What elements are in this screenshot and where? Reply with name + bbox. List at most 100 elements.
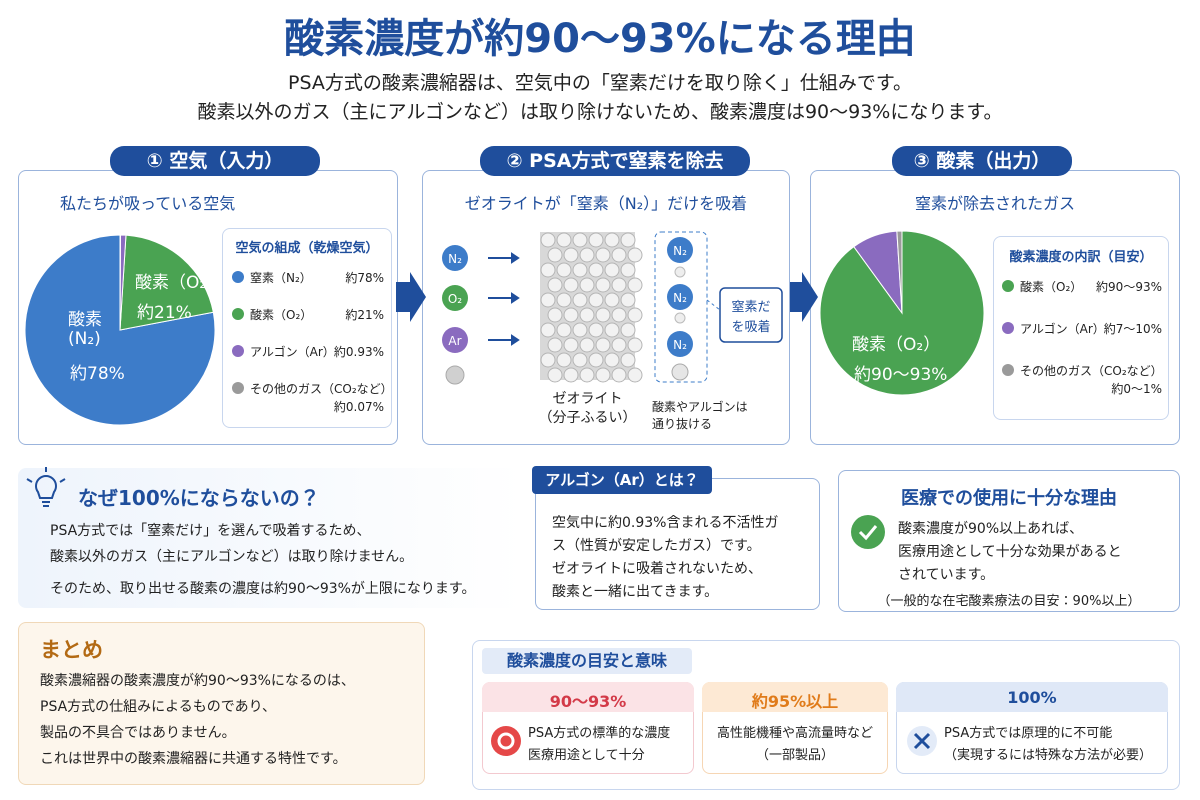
zeolite-bead xyxy=(611,367,627,383)
zeolite-bead xyxy=(588,232,604,248)
zeolite-bead xyxy=(556,232,572,248)
why-line: 酸素以外のガス（主にアルゴンなど）は取り除けません。 xyxy=(50,549,414,565)
guide-line: （一部製品） xyxy=(755,748,834,763)
slice-value: 約90〜93% xyxy=(854,365,948,385)
legend-label: 酸素（O₂） xyxy=(250,308,313,322)
molecule xyxy=(442,245,468,271)
gas-particle xyxy=(671,363,689,381)
summary-box xyxy=(18,622,425,785)
pie-slice xyxy=(24,234,216,426)
zeolite-bead xyxy=(604,262,620,278)
captured-label: N₂ xyxy=(673,244,687,258)
guide-head-bg xyxy=(482,682,694,712)
guide-head-bg xyxy=(896,682,1168,712)
why-line: そのため、取り出せる酸素の濃度は約90〜93%が上限になります。 xyxy=(50,581,476,597)
zeolite-bead xyxy=(572,322,588,338)
zeolite-bead xyxy=(579,277,595,293)
legend-box xyxy=(222,228,392,428)
subtitle: 酸素以外のガス（主にアルゴンなど）は取り除けないため、酸素濃度は90〜93%にな… xyxy=(197,101,1003,123)
zeolite-bead xyxy=(604,352,620,368)
zeolite-bead xyxy=(620,322,636,338)
panel-subtitle: 窒素が除去されたガス xyxy=(914,194,1075,213)
legend-label: 酸素（O₂） xyxy=(1020,280,1083,294)
zeolite-bead xyxy=(620,262,636,278)
panel-heading: ① 空気（入力） xyxy=(110,146,320,176)
medical-note: （一般的な在宅酸素療法の目安：90%以上） xyxy=(877,594,1141,609)
ok-mark xyxy=(497,732,515,750)
legend-value: 約21% xyxy=(345,308,384,322)
why-box xyxy=(18,468,523,608)
why-title: なぜ100%にならないの？ xyxy=(78,486,320,510)
zeolite-bead xyxy=(563,277,579,293)
zeolite-bead xyxy=(547,337,563,353)
legend-label: その他のガス（CO₂など） xyxy=(250,382,393,396)
ok-icon xyxy=(491,726,521,756)
zeolite-particles xyxy=(540,232,643,383)
why-line: PSA方式では「窒素だけ」を選んで吸着するため、 xyxy=(50,523,371,539)
connector xyxy=(706,299,721,311)
argon-line: ス（性質が安定したガス）です。 xyxy=(552,538,761,554)
molecule xyxy=(442,285,468,311)
guide-line: 医療用途として十分 xyxy=(528,748,645,763)
zeolite-bead xyxy=(611,277,627,293)
legend-value: 約0.07% xyxy=(333,400,384,414)
flow-arrow xyxy=(396,272,426,322)
slice-label: 酸素（O₂） xyxy=(135,273,224,293)
legend-value: 約78% xyxy=(345,271,384,285)
guide-line: （実現するには特殊な方法が必要） xyxy=(944,748,1153,763)
captured-label: N₂ xyxy=(673,291,687,305)
captured-molecule xyxy=(667,237,693,263)
zeolite-bead xyxy=(556,352,572,368)
guide-title: 酸素濃度の目安と意味 xyxy=(482,648,692,674)
guide-line: PSA方式では原理的に不可能 xyxy=(944,726,1113,741)
legend-label: その他のガス（CO₂など） xyxy=(1020,364,1163,378)
argon-box xyxy=(535,478,820,610)
legend-marker xyxy=(1002,280,1014,292)
zeolite-bead xyxy=(595,307,611,323)
captured-label: N₂ xyxy=(673,338,687,352)
zeolite-bead xyxy=(540,232,556,248)
slice-label: (N₂) xyxy=(68,329,101,349)
ng-mark xyxy=(913,732,931,750)
argon-line: 空気中に約0.93%含まれる不活性ガ xyxy=(552,515,779,531)
zeolite-bead xyxy=(540,292,556,308)
zeolite-bead xyxy=(588,352,604,368)
legend-marker xyxy=(232,308,244,320)
guide-heading: 約95%以上 xyxy=(751,692,839,711)
medical-box xyxy=(838,470,1180,612)
summary-line: これは世界中の酸素濃縮器に共通する特性です。 xyxy=(40,751,347,767)
flow-arrows xyxy=(488,252,520,346)
pass-label: 通り抜ける xyxy=(652,417,713,431)
flow-arrow xyxy=(790,272,818,322)
molecule-label: Ar xyxy=(448,334,461,348)
zeolite-bead xyxy=(620,352,636,368)
zeolite-bead xyxy=(556,322,572,338)
legend-title: 酸素濃度の内訳（目安） xyxy=(1009,250,1153,265)
zeolite-bead xyxy=(547,367,563,383)
legend-label: アルゴン（Ar） xyxy=(250,345,335,359)
zeolite-bead xyxy=(563,307,579,323)
medical-line: 酸素濃度が90%以上あれば、 xyxy=(898,521,1084,537)
zeolite-bead xyxy=(611,247,627,263)
zeolite-bead xyxy=(620,232,636,248)
legend-marker xyxy=(232,345,244,357)
zeolite-bead xyxy=(556,262,572,278)
bulb-icon xyxy=(26,467,66,507)
zeolite-bead xyxy=(604,232,620,248)
guide-head-bg xyxy=(702,682,888,712)
slice-label: 酸素 xyxy=(68,310,102,330)
argon-heading: アルゴン（Ar）とは？ xyxy=(532,466,712,494)
summary-line: 酸素濃縮器の酸素濃度が約90〜93%になるのは、 xyxy=(40,673,355,689)
molecule-label: O₂ xyxy=(448,292,462,306)
zeolite-bead xyxy=(572,262,588,278)
zeolite-bead xyxy=(627,247,643,263)
zeolite-bead xyxy=(595,247,611,263)
legend-marker xyxy=(232,382,244,394)
pie-slice xyxy=(896,230,903,314)
legend-box xyxy=(993,236,1169,420)
slice-value: 約21% xyxy=(137,303,192,323)
summary-line: 製品の不具合ではありません。 xyxy=(40,725,236,741)
check-mark xyxy=(858,525,878,541)
